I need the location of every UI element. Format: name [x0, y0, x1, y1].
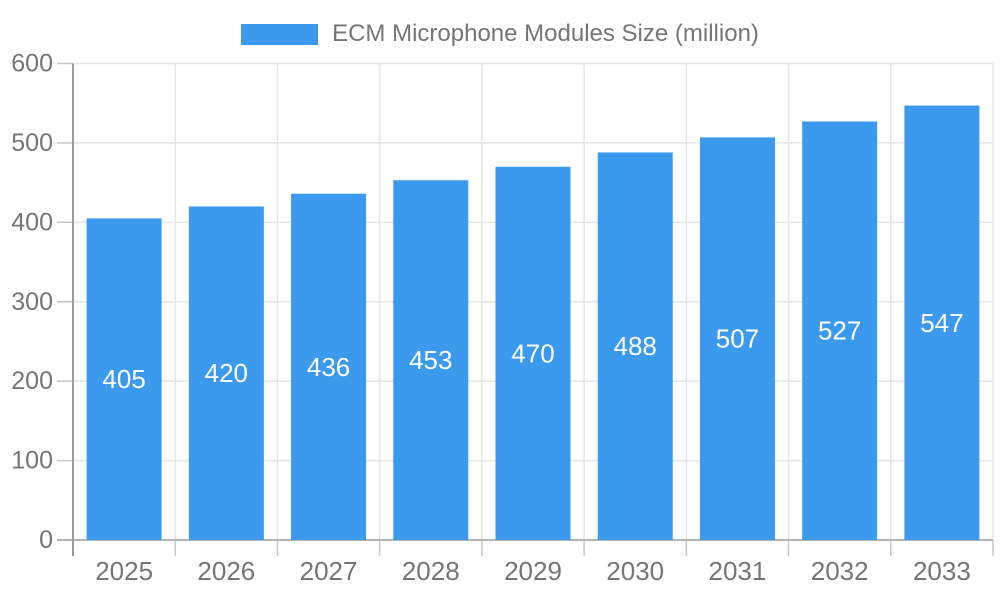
legend: ECM Microphone Modules Size (million): [0, 20, 1000, 48]
y-tick-label: 500: [11, 129, 53, 157]
bar-value-label: 453: [409, 345, 452, 375]
bar-2028: [393, 180, 469, 540]
x-tick-label: 2025: [95, 556, 153, 586]
bar-2032: [802, 121, 878, 540]
bar-2029: [495, 166, 571, 540]
bar-2030: [597, 152, 673, 541]
legend-label: ECM Microphone Modules Size (million): [332, 20, 759, 47]
y-tick-label: 0: [39, 526, 53, 554]
y-tick-label: 600: [11, 50, 53, 78]
bar-2031: [699, 137, 775, 541]
bar-2033: [904, 105, 980, 541]
bar-value-label: 436: [307, 352, 350, 382]
x-tick-label: 2026: [197, 556, 255, 586]
bar-value-label: 507: [716, 324, 759, 354]
x-tick-label: 2029: [504, 556, 562, 586]
legend-swatch-icon: [241, 23, 319, 45]
y-tick-label: 100: [11, 447, 53, 475]
x-tick-label: 2028: [402, 556, 460, 586]
x-tick-label: 2032: [811, 556, 869, 586]
bar-value-label: 488: [614, 331, 657, 361]
bar-value-label: 470: [511, 338, 554, 368]
bar-2027: [291, 193, 367, 540]
x-tick-label: 2031: [709, 556, 767, 586]
y-tick-label: 300: [11, 288, 53, 316]
bar-value-label: 527: [818, 316, 861, 346]
bar-2025: [86, 218, 162, 541]
legend-item[interactable]: ECM Microphone Modules Size (million): [241, 20, 759, 48]
x-tick-label: 2033: [913, 556, 971, 586]
bar-value-label: 420: [205, 358, 248, 388]
x-tick-label: 2030: [606, 556, 664, 586]
y-tick-label: 200: [11, 367, 53, 395]
bar-value-label: 405: [102, 364, 145, 394]
bar-2026: [188, 206, 264, 540]
y-tick-label: 400: [11, 208, 53, 236]
bar-value-label: 547: [920, 308, 963, 338]
x-tick-label: 2027: [300, 556, 358, 586]
